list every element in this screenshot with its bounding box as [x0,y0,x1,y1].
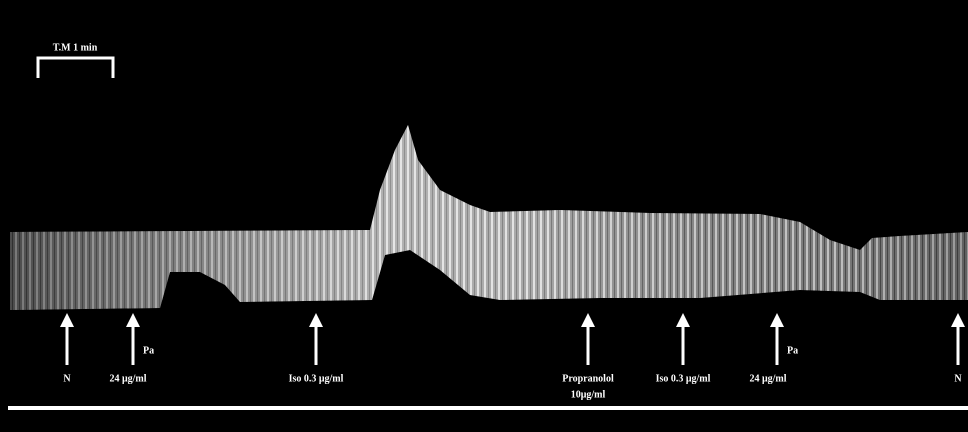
annotation-label: 24 μg/ml [749,373,786,384]
annotation-label: N [954,373,962,384]
annotation-tag: Pa [787,345,798,356]
annotation-sublabel: 10μg/ml [571,389,606,400]
annotation-tag: Pa [143,345,154,356]
annotation-label: Iso 0.3 μg/ml [289,373,344,384]
annotation-label: Propranolol [562,373,614,384]
scale-bar-label: T.M 1 min [53,42,98,53]
annotation-label: Iso 0.3 μg/ml [656,373,711,384]
baseline [8,406,968,410]
annotation-label: N [63,373,71,384]
figure: T.M 1 min N 24 μg/ml Pa Iso 0.3 μg/ml Propra… [0,0,968,432]
annotation-label: 24 μg/ml [109,373,146,384]
